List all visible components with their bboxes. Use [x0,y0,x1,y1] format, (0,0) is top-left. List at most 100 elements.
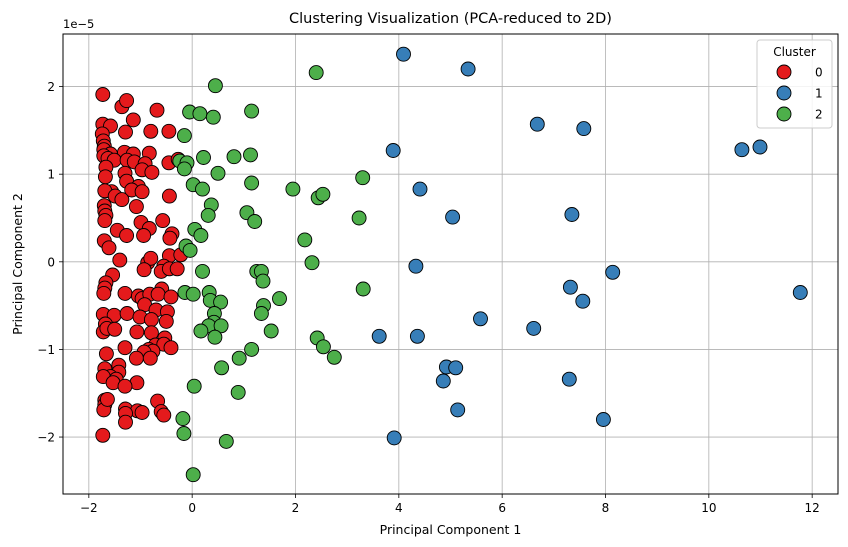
cluster-2-point [351,210,367,226]
y-tick-label: 0 [47,255,55,269]
cluster-2-point [243,147,258,163]
cluster-0-point [117,340,133,356]
cluster-1-point [526,320,542,336]
cluster-2-point [263,323,279,339]
cluster-0-point [128,350,144,366]
cluster-1-point [595,412,611,427]
cluster-2-point [355,170,371,186]
cluster-0-point [136,228,152,243]
cluster-1-point [409,328,425,344]
cluster-2-point [185,467,201,483]
x-tick-label: 2 [292,501,300,515]
cluster-2-point [182,242,198,258]
y-tick-label: 2 [47,80,55,94]
cluster-0-point [125,112,141,128]
cluster-0-point [129,324,145,340]
cluster-1-point [396,46,411,62]
data-points [94,46,808,483]
cluster-0-point [99,391,115,407]
cluster-1-point [576,121,592,137]
cluster-1-point [460,61,476,77]
cluster-2-point [195,181,210,197]
cluster-0-point [150,286,166,302]
cluster-2-point [207,78,223,94]
cluster-2-point [186,378,202,394]
cluster-2-point [247,214,263,229]
cluster-2-point [175,411,191,427]
cluster-2-point [272,291,287,307]
cluster-1-point [473,311,488,327]
cluster-2-point [214,360,230,376]
cluster-2-point [326,349,342,365]
legend-box [756,39,833,129]
cluster-2-point [218,433,234,449]
cluster-1-point [412,181,428,197]
legend-title: Cluster [773,45,816,59]
cluster-0-point [156,407,172,423]
cluster-2-point [213,318,229,334]
cluster-1-point [450,402,466,418]
cluster-2-point [255,273,271,289]
cluster-2-point [315,186,331,202]
y-axis-label: Principal Component 2 [10,193,25,335]
cluster-0-point [143,123,159,139]
cluster-0-point [143,312,159,328]
legend-marker-cluster-2 [776,106,792,122]
y-tick-label: −1 [37,343,55,357]
cluster-0-point [119,93,135,109]
cluster-0-point [101,240,117,256]
legend-label-cluster-1: 1 [815,87,823,101]
cluster-2-point [253,306,269,321]
cluster-2-point [176,426,192,441]
cluster-2-point [200,207,216,223]
cluster-1-point [529,116,545,132]
cluster-1-point [385,143,401,158]
y-tick-label: −2 [37,431,55,445]
cluster-0-point [169,261,185,277]
cluster-0-point [95,427,111,443]
cluster-0-point [97,213,113,229]
x-tick-label: 4 [395,501,403,515]
cluster-2-point [213,294,229,310]
legend: Cluster 0 1 2 [756,39,833,129]
x-tick-label: −2 [80,501,98,515]
cluster-0-point [119,306,135,321]
cluster-2-point [207,329,223,345]
legend-label-cluster-2: 2 [815,108,823,122]
x-tick-label: 6 [498,501,506,515]
cluster-0-point [128,199,144,215]
cluster-0-point [134,184,150,200]
cluster-2-point [308,65,324,81]
cluster-2-point [285,181,301,197]
cluster-0-point [95,87,111,102]
cluster-0-point [134,405,150,420]
y-tick-label: 1 [47,168,55,182]
cluster-0-point [96,285,112,301]
cluster-0-point [119,228,135,243]
cluster-2-point [230,384,246,400]
x-tick-label: 0 [188,501,196,515]
x-axis-label: Principal Component 1 [380,522,522,537]
cluster-1-point [386,430,402,446]
cluster-2-point [355,281,371,297]
grid [63,34,838,494]
x-tick-label: 8 [602,501,610,515]
cluster-1-point [448,360,464,376]
x-tick-label: 12 [805,501,820,515]
cluster-2-point [193,323,209,339]
cluster-2-point [244,341,260,357]
cluster-0-point [163,340,179,356]
cluster-0-point [97,169,113,185]
cluster-0-point [112,252,128,268]
cluster-2-point [244,175,260,191]
cluster-0-point [142,350,158,366]
cluster-0-point [117,378,133,394]
cluster-2-point [192,106,208,122]
x-tick-label: 10 [701,501,716,515]
cluster-1-point [792,285,808,300]
cluster-0-point [161,188,177,204]
cluster-1-point [564,207,580,222]
